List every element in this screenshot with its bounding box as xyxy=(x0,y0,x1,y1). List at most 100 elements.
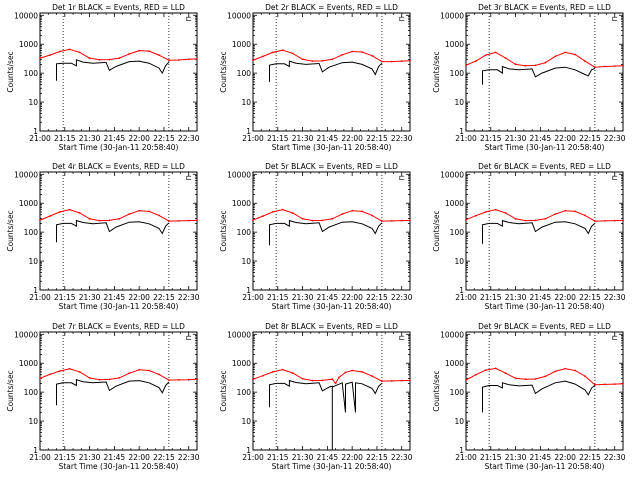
series-line-black xyxy=(56,59,170,81)
y-tick-label: 10000 xyxy=(227,11,251,20)
y-axis-label: Counts/sec xyxy=(432,370,441,411)
series-point-red xyxy=(564,367,567,370)
x-axis-label: Start Time (30-Jan-11 20:58:40) xyxy=(485,302,605,311)
chart-panel-6: Det 6r BLACK = Events, RED = LLD 1 10 100 10… xyxy=(432,162,626,311)
x-tick-label: 21:15 xyxy=(267,293,289,302)
y-tick-label: 1 xyxy=(459,127,464,136)
series-point-red xyxy=(371,375,373,377)
x-tick-label: 22:00 xyxy=(554,453,576,462)
x-tick-label: 21:15 xyxy=(480,134,502,143)
y-tick-label: 100 xyxy=(237,388,252,397)
y-tick-label: 10000 xyxy=(14,170,38,179)
series-point-red xyxy=(544,375,547,378)
y-tick-label: 1 xyxy=(33,446,38,455)
series-point-red xyxy=(514,217,517,220)
series-point-red xyxy=(524,219,527,222)
chart-panel-5: Det 5r BLACK = Events, RED = LLD 1 10 100 10… xyxy=(219,162,413,311)
x-tick-label: 21:30 xyxy=(505,453,527,462)
series-point-red xyxy=(252,378,254,381)
series-point-red xyxy=(494,367,497,370)
series-point-red xyxy=(291,212,294,214)
x-tick-label: 21:45 xyxy=(317,453,339,462)
x-axis-label: Start Time (30-Jan-11 20:58:40) xyxy=(272,462,392,471)
x-tick-label: 21:00 xyxy=(29,134,51,143)
series-point-red xyxy=(574,210,576,213)
series-point-red xyxy=(331,217,334,220)
series-point-red xyxy=(138,49,141,52)
series-point-red xyxy=(361,51,363,53)
corner-mark: ⊏ xyxy=(186,173,192,182)
x-axis-label: Start Time (30-Jan-11 20:58:40) xyxy=(59,143,179,152)
series-point-red xyxy=(381,220,383,223)
series-point-red xyxy=(88,57,91,59)
series-point-red xyxy=(334,382,337,385)
y-axis-label: Counts/sec xyxy=(6,51,15,92)
chart-title: Det 2r BLACK = Events, RED = LLD xyxy=(265,3,398,12)
chart-panel-3: Det 3r BLACK = Events, RED = LLD 1 10 100 10… xyxy=(432,3,626,152)
x-tick-label: 21:00 xyxy=(242,293,264,302)
y-axis-label: Counts/sec xyxy=(432,51,441,92)
series-point-red xyxy=(613,219,616,222)
y-tick-label: 10000 xyxy=(227,330,251,339)
series-point-red xyxy=(262,55,264,58)
plot-frame xyxy=(465,12,624,132)
series-point-red xyxy=(534,64,537,67)
chart-panel-2: Det 2r BLACK = Events, RED = LLD 1 10 100 10… xyxy=(219,3,413,152)
series-point-red xyxy=(390,220,393,222)
x-tick-label: 21:45 xyxy=(104,293,126,302)
x-tick-label: 22:15 xyxy=(366,134,388,143)
y-tick-label: 10 xyxy=(454,417,464,426)
series-point-red xyxy=(252,59,254,62)
y-tick-label: 1000 xyxy=(19,199,38,208)
series-point-red xyxy=(118,57,121,59)
x-tick-label: 21:00 xyxy=(242,134,264,143)
series-point-red xyxy=(584,60,586,62)
series-point-red xyxy=(271,51,274,54)
x-tick-label: 22:30 xyxy=(391,134,413,143)
series-point-red xyxy=(187,378,190,381)
y-tick-label: 100 xyxy=(24,228,39,237)
series-point-red xyxy=(390,60,393,63)
series-point-red xyxy=(594,220,596,223)
x-tick-label: 22:00 xyxy=(341,453,363,462)
x-tick-label: 22:30 xyxy=(604,453,626,462)
series-line-black xyxy=(56,379,170,406)
chart-panel-9: Det 9r BLACK = Events, RED = LLD 1 10 100 10… xyxy=(432,322,626,471)
series-point-red xyxy=(98,58,101,61)
series-point-red xyxy=(371,214,373,217)
series-point-red xyxy=(465,379,467,381)
series-point-red xyxy=(148,210,151,213)
corner-mark: ⊏ xyxy=(186,14,192,23)
series-point-red xyxy=(39,57,41,59)
series-point-red xyxy=(400,219,403,222)
series-point-red xyxy=(351,50,354,53)
x-tick-label: 21:30 xyxy=(292,134,314,143)
series-point-red xyxy=(177,379,180,381)
plot-frame xyxy=(465,331,624,451)
series-point-red xyxy=(39,377,41,380)
series-point-red xyxy=(68,208,71,211)
series-point-red xyxy=(534,219,537,222)
x-tick-label: 22:30 xyxy=(178,293,200,302)
series-point-red xyxy=(409,219,411,222)
x-tick-label: 22:00 xyxy=(341,134,363,143)
y-tick-label: 1000 xyxy=(232,40,251,49)
series-point-red xyxy=(177,220,180,222)
series-point-red xyxy=(475,373,477,376)
series-point-red xyxy=(196,378,198,381)
y-tick-label: 10000 xyxy=(440,330,464,339)
chart-title: Det 4r BLACK = Events, RED = LLD xyxy=(52,162,185,171)
corner-mark: ⊏ xyxy=(612,14,618,23)
series-line-black xyxy=(482,219,596,244)
x-tick-label: 21:00 xyxy=(455,293,477,302)
series-point-red xyxy=(504,57,507,59)
series-point-red xyxy=(252,219,254,222)
series-point-red xyxy=(196,58,198,60)
y-tick-label: 10000 xyxy=(227,170,251,179)
series-point-red xyxy=(524,378,527,381)
series-point-red xyxy=(177,59,180,61)
x-tick-label: 21:15 xyxy=(54,453,76,462)
series-point-red xyxy=(341,213,344,216)
x-tick-label: 21:00 xyxy=(242,453,264,462)
series-point-red xyxy=(262,215,264,218)
